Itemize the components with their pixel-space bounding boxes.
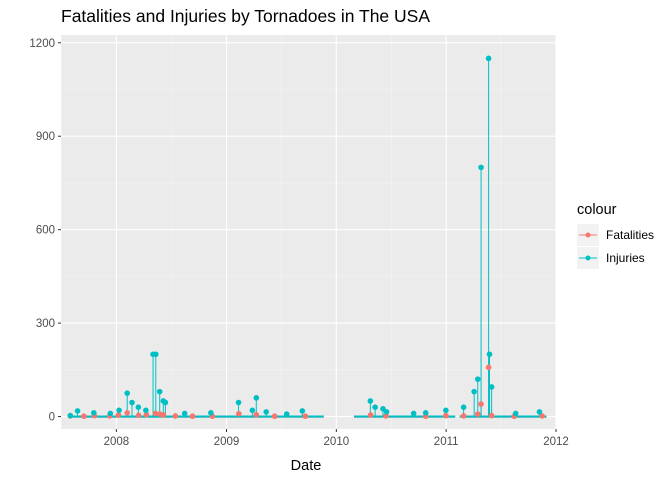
y-tick-label: 1200	[29, 38, 55, 50]
injuries-point	[299, 408, 306, 414]
legend-label: Fatalities	[606, 228, 654, 242]
grid-minor	[61, 35, 556, 429]
chart-title: Fatalities and Injuries by Tornadoes in …	[61, 6, 431, 26]
fatalities-point	[478, 401, 484, 407]
injuries-point	[152, 351, 159, 358]
fatalities-point	[115, 412, 122, 418]
injuries-point	[383, 409, 390, 415]
plot-panel	[61, 35, 556, 429]
x-axis-title: Date	[291, 458, 322, 474]
y-tick-label: 300	[36, 318, 55, 330]
injuries-point	[443, 407, 449, 414]
fatalities-point	[488, 412, 495, 419]
legend-label: Injuries	[606, 251, 645, 265]
injuries-point	[372, 404, 378, 410]
fatalities-point	[302, 413, 309, 420]
y-tick-label: 900	[36, 131, 55, 143]
legend-key-point	[585, 232, 591, 238]
injuries-point	[90, 410, 97, 416]
legend-item-injuries: Injuries	[577, 247, 645, 269]
y-tick-label: 0	[49, 412, 55, 424]
y-tick-label: 600	[36, 225, 55, 237]
injuries-point	[208, 410, 214, 416]
injuries-point	[235, 399, 242, 406]
injuries-point	[474, 376, 481, 382]
injuries-point	[129, 399, 135, 406]
fatalities-point	[443, 412, 449, 419]
injuries-point	[478, 164, 484, 171]
injuries-point	[410, 410, 417, 417]
injuries-point	[181, 410, 188, 417]
injuries-point	[460, 404, 467, 410]
injuries-point	[367, 398, 374, 404]
injuries-point	[253, 395, 260, 401]
x-tick-label: 2009	[214, 436, 240, 448]
injuries-point	[116, 407, 122, 414]
fatalities-point	[474, 411, 481, 417]
injuries-point	[471, 388, 477, 395]
fatalities-point	[236, 410, 242, 417]
fatalities-point	[160, 412, 167, 418]
injuries-point	[135, 404, 142, 410]
fatalities-point	[124, 410, 131, 416]
fatalities-point	[253, 411, 260, 418]
fatalities-point	[172, 413, 179, 419]
injuries-point	[67, 412, 74, 419]
injuries-point	[488, 384, 495, 390]
legend-item-fatalities: Fatalities	[577, 224, 654, 246]
legend-title: colour	[577, 202, 617, 218]
axis-ticks	[58, 42, 557, 432]
series-points	[67, 55, 545, 420]
x-tick-label: 2008	[104, 436, 130, 448]
injuries-point	[249, 407, 256, 414]
injuries-point	[74, 408, 81, 414]
fatalities-point	[135, 412, 142, 419]
injuries-point	[107, 410, 114, 417]
x-tick-label: 2012	[543, 436, 569, 448]
injuries-point	[536, 409, 543, 415]
injuries-point	[162, 399, 169, 406]
injuries-point	[263, 409, 270, 415]
injuries-point	[156, 388, 163, 395]
x-tick-label: 2011	[434, 436, 459, 448]
legend: colour Fatalities Injuries	[577, 202, 654, 269]
fatalities-point	[460, 413, 467, 419]
x-tick-label: 2010	[324, 436, 350, 448]
fatalities-point	[271, 413, 278, 420]
fatalities-point	[189, 413, 196, 420]
y-tick-labels: 0 300 600 900 1200	[29, 38, 55, 424]
injuries-point	[124, 390, 131, 396]
injuries-point	[486, 351, 493, 358]
fatalities-point	[152, 410, 159, 417]
injuries-point	[512, 410, 519, 417]
legend-key-point	[585, 255, 591, 261]
fatalities-point	[367, 412, 374, 418]
injuries-point	[422, 410, 429, 416]
injuries-point	[485, 55, 492, 62]
x-tick-labels: 2008 2009 2010 2011 2012	[104, 436, 569, 448]
fatalities-point	[143, 411, 150, 418]
injuries-point	[283, 411, 290, 417]
fatalities-point	[81, 413, 87, 420]
injuries-point	[143, 407, 149, 414]
fatalities-point	[485, 364, 492, 371]
fatalities-point	[539, 413, 545, 419]
